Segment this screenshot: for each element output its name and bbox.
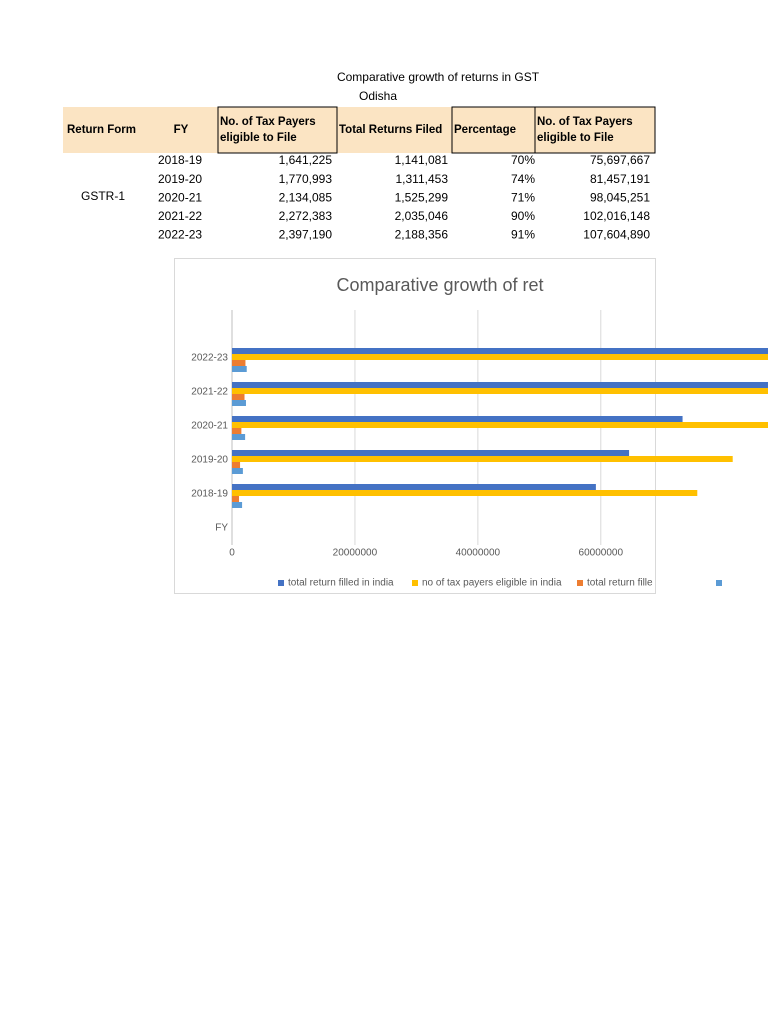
y-tick-label: 2022-23	[191, 353, 228, 364]
header-cell: FY	[174, 124, 189, 136]
bar	[232, 434, 246, 440]
table-cell: 74%	[511, 172, 535, 186]
chart-title: Comparative growth of ret	[336, 275, 543, 295]
legend-label: total return filled in india	[288, 578, 394, 589]
y-tick-label: 2021-22	[191, 387, 228, 398]
table-cell: 2,272,383	[279, 209, 333, 223]
table-cell: 1,641,225	[279, 153, 333, 167]
header-cell: Return Form	[67, 124, 136, 136]
table-cell: 2019-20	[158, 172, 202, 186]
table-cell: 2,397,190	[279, 228, 333, 242]
table-cell: 2018-19	[158, 153, 202, 167]
bar	[232, 388, 768, 394]
bar	[232, 502, 243, 508]
table-cell: 71%	[511, 190, 535, 204]
bar	[232, 490, 698, 496]
header-cell: eligible to File	[220, 132, 297, 144]
bar	[232, 484, 596, 490]
header-cell: eligible to File	[537, 132, 614, 144]
table-cell: 1,311,453	[396, 172, 449, 186]
header-row	[63, 107, 655, 153]
table-cell: 1,141,081	[395, 153, 449, 167]
header-cell: No. of Tax Payers	[537, 116, 633, 128]
y-tick-label: 2020-21	[191, 421, 228, 432]
bar	[232, 450, 630, 456]
bar	[232, 400, 246, 406]
table-cell: 102,016,148	[583, 209, 650, 223]
bar	[232, 496, 240, 502]
bar	[232, 394, 245, 400]
table-cell: 1,525,299	[395, 190, 449, 204]
table-cell: 107,604,890	[583, 228, 650, 242]
header-cell: Total Returns Filed	[339, 124, 442, 136]
x-tick-label: 0	[229, 548, 235, 559]
y-tick-label: 2018-19	[191, 489, 228, 500]
sheet-subtitle: Odisha	[359, 89, 397, 103]
header-cell: No. of Tax Payers	[220, 116, 316, 128]
table-cell: 98,045,251	[590, 190, 650, 204]
row-label: GSTR-1	[81, 189, 125, 203]
table-cell: 2021-22	[158, 209, 202, 223]
bar	[232, 456, 733, 462]
bar	[232, 348, 768, 354]
bar	[232, 462, 241, 468]
table-cell: 90%	[511, 209, 535, 223]
bar	[232, 422, 768, 428]
table-cell: 2020-21	[158, 190, 202, 204]
table-cell: 75,697,667	[590, 153, 650, 167]
header-cell: Percentage	[454, 124, 516, 136]
legend-swatch	[577, 580, 583, 586]
bar	[232, 428, 242, 434]
table-cell: 2,134,085	[279, 190, 333, 204]
bar	[232, 468, 243, 474]
y-tick-label: FY	[215, 523, 228, 534]
sheet-title: Comparative growth of returns in GST	[337, 70, 540, 84]
x-tick-label: 40000000	[456, 548, 501, 559]
x-tick-label: 20000000	[333, 548, 378, 559]
legend-swatch	[278, 580, 284, 586]
y-tick-label: 2019-20	[191, 455, 228, 466]
x-tick-label: 60000000	[579, 548, 624, 559]
table-cell: 2,035,046	[395, 209, 449, 223]
legend-swatch	[412, 580, 418, 586]
legend-label: no of tax payers eligible in india	[422, 578, 562, 589]
bar	[232, 366, 247, 372]
bar	[232, 382, 768, 388]
bar	[232, 416, 683, 422]
legend-swatch	[716, 580, 722, 586]
bar	[232, 360, 246, 366]
table-cell: 91%	[511, 228, 535, 242]
table-cell: 2022-23	[158, 228, 202, 242]
table-cell: 81,457,191	[590, 172, 650, 186]
bar	[232, 354, 768, 360]
legend-label: total return fille	[587, 578, 653, 589]
header-box	[217, 106, 338, 154]
table-cell: 1,770,993	[279, 172, 333, 186]
header-box	[534, 106, 656, 154]
table-cell: 2,188,356	[395, 228, 449, 242]
table-cell: 70%	[511, 153, 535, 167]
